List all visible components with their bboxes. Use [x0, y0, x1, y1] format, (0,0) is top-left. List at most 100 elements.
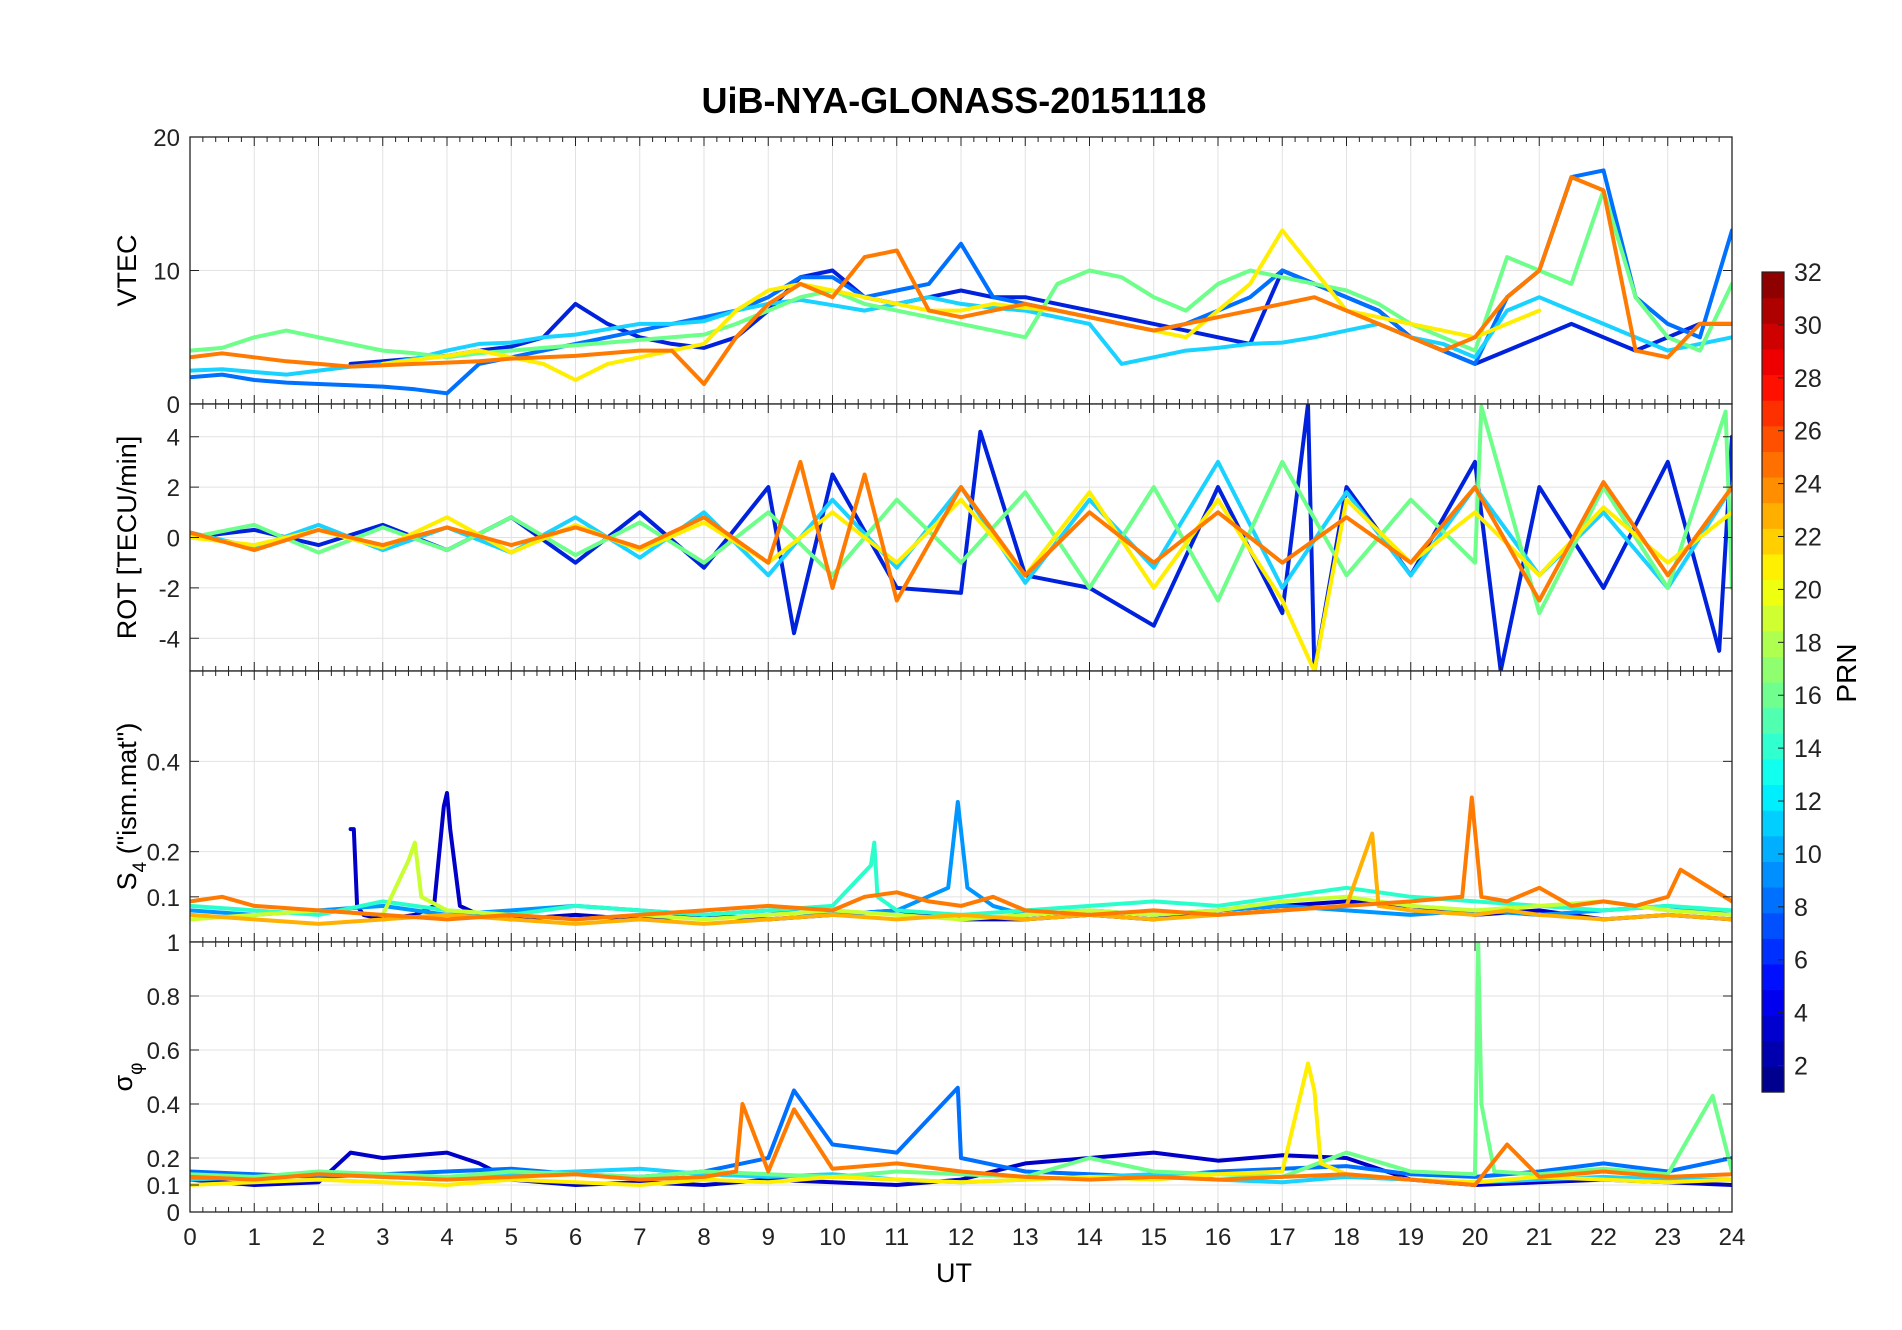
series-prn-24	[190, 459, 1732, 603]
y-tick-label: 0.4	[147, 1092, 180, 1119]
colorbar-segment	[1762, 425, 1784, 452]
series-prn-24	[190, 795, 1732, 922]
y-axis-label-main: S	[112, 872, 142, 890]
colorbar-segment	[1762, 835, 1784, 862]
y-axis-label: S4 ("ism.mat")	[112, 723, 151, 891]
colorbar-segment	[1762, 605, 1784, 632]
x-tick-label: 7	[633, 1224, 646, 1251]
series-group	[190, 404, 1732, 671]
colorbar-tick-label: 22	[1794, 524, 1822, 552]
colorbar-segment	[1762, 374, 1784, 401]
colorbar-segment	[1762, 323, 1784, 350]
x-tick-label: 10	[819, 1224, 846, 1251]
x-axis-label: UT	[936, 1258, 972, 1288]
x-tick-label: 17	[1269, 1224, 1296, 1251]
colorbar-segment	[1762, 707, 1784, 734]
x-tick-labels: 0 1 2 3 4 5 6 7 8 9 10 11 12 13 14 15 16 17 18 19 20 21 22 23 24	[183, 1224, 1745, 1251]
x-tick-label: 14	[1076, 1224, 1103, 1251]
colorbar-label: PRN	[1831, 643, 1862, 702]
series-prn-12	[190, 295, 1732, 377]
series-prn-16	[190, 404, 1732, 616]
y-tick-label: 0.6	[147, 1038, 180, 1065]
panel-rot: -4 -2 0 2 4 ROT [TECU/min]	[112, 403, 1733, 672]
colorbar-segment	[1762, 272, 1784, 299]
y-axis-label: VTEC	[112, 234, 142, 306]
y-tick-label: 2	[167, 475, 180, 502]
x-tick-label: 19	[1397, 1224, 1424, 1251]
y-tick-label: 0	[167, 392, 180, 419]
colorbar-segment	[1762, 1015, 1784, 1042]
x-tick-label: 16	[1205, 1224, 1232, 1251]
y-tick-label: 0	[167, 526, 180, 553]
y-axis-label-main: σ	[108, 1075, 138, 1092]
series-group	[190, 168, 1732, 396]
colorbar-tick-label: 18	[1794, 629, 1822, 657]
x-tick-label: 9	[762, 1224, 775, 1251]
x-tick-label: 0	[183, 1224, 196, 1251]
y-tick-label: 0.2	[147, 1146, 180, 1173]
series-prn-4	[348, 268, 1732, 366]
colorbar-segment	[1762, 758, 1784, 786]
colorbar-tick-label: 30	[1794, 312, 1822, 340]
colorbar-tick-label: 28	[1794, 365, 1822, 393]
x-tick-label: 1	[248, 1224, 261, 1251]
y-tick-label: 0.1	[147, 885, 180, 912]
colorbar-tick-label: 32	[1794, 259, 1822, 287]
colorbar-segment	[1762, 477, 1784, 504]
colorbar-segment	[1762, 682, 1784, 709]
x-tick-label: 18	[1333, 1224, 1360, 1251]
y-tick-label: 0.8	[147, 984, 180, 1011]
y-tick-label: 20	[153, 125, 180, 152]
y-axis-label-sub: φ	[126, 1063, 147, 1075]
y-axis-label: ROT [TECU/min]	[112, 436, 142, 640]
panel-vtec: 0 10 20 VTEC	[112, 125, 1733, 419]
y-tick-label: 10	[153, 259, 180, 286]
colorbar-tick-label: 26	[1794, 418, 1822, 446]
x-tick-label: 21	[1526, 1224, 1553, 1251]
colorbar-segment	[1762, 400, 1784, 427]
colorbar-frame	[1761, 271, 1785, 1093]
x-tick-label: 15	[1140, 1224, 1167, 1251]
x-tick-label: 5	[505, 1224, 518, 1251]
x-tick-label: 22	[1590, 1224, 1617, 1251]
colorbar-tick-label: 2	[1794, 1053, 1808, 1081]
colorbar-tick-label: 20	[1794, 576, 1822, 604]
colorbar-segment	[1762, 963, 1784, 991]
colorbar-segment	[1762, 989, 1784, 1016]
colorbar-tick-label: 24	[1794, 471, 1822, 499]
x-tick-label: 2	[312, 1224, 325, 1251]
colorbar-tick-label: 16	[1794, 682, 1822, 710]
colorbar-segment	[1762, 579, 1784, 606]
colorbar-tick-label: 4	[1794, 1000, 1808, 1028]
colorbar-tick-label: 14	[1794, 735, 1822, 763]
colorbar-segment	[1762, 733, 1784, 760]
y-tick-label: 0	[167, 1200, 180, 1227]
colorbar-segment	[1762, 451, 1784, 478]
colorbar-segment	[1762, 938, 1784, 965]
series-group	[190, 942, 1732, 1187]
x-tick-label: 4	[440, 1224, 453, 1251]
colorbar-segment	[1762, 861, 1784, 888]
panel-s4: 0.10.20.4S4 ("ism.mat")	[112, 670, 1733, 943]
x-tick-label: 11	[884, 1224, 909, 1251]
colorbar-segment	[1762, 656, 1784, 683]
colorbar-tick-label: 10	[1794, 841, 1822, 869]
series-prn-18	[190, 840, 1732, 922]
series-prn-16	[190, 942, 1732, 1179]
colorbar-segment	[1762, 912, 1784, 939]
colorbar-tick-label: 8	[1794, 894, 1808, 922]
y-tick-label: 1	[167, 930, 180, 957]
colorbar-segment	[1762, 297, 1784, 324]
colorbar-segment	[1762, 553, 1784, 581]
series-group	[190, 791, 1732, 926]
y-axis-label-sub: 4	[130, 861, 151, 872]
colorbar-segment	[1762, 784, 1784, 811]
x-tick-label: 8	[697, 1224, 710, 1251]
series-prn-8	[190, 168, 1732, 396]
colorbar-segment	[1762, 1066, 1784, 1093]
y-tick-label: -2	[159, 576, 180, 603]
y-axis-label-rest: ("ism.mat")	[112, 723, 142, 862]
